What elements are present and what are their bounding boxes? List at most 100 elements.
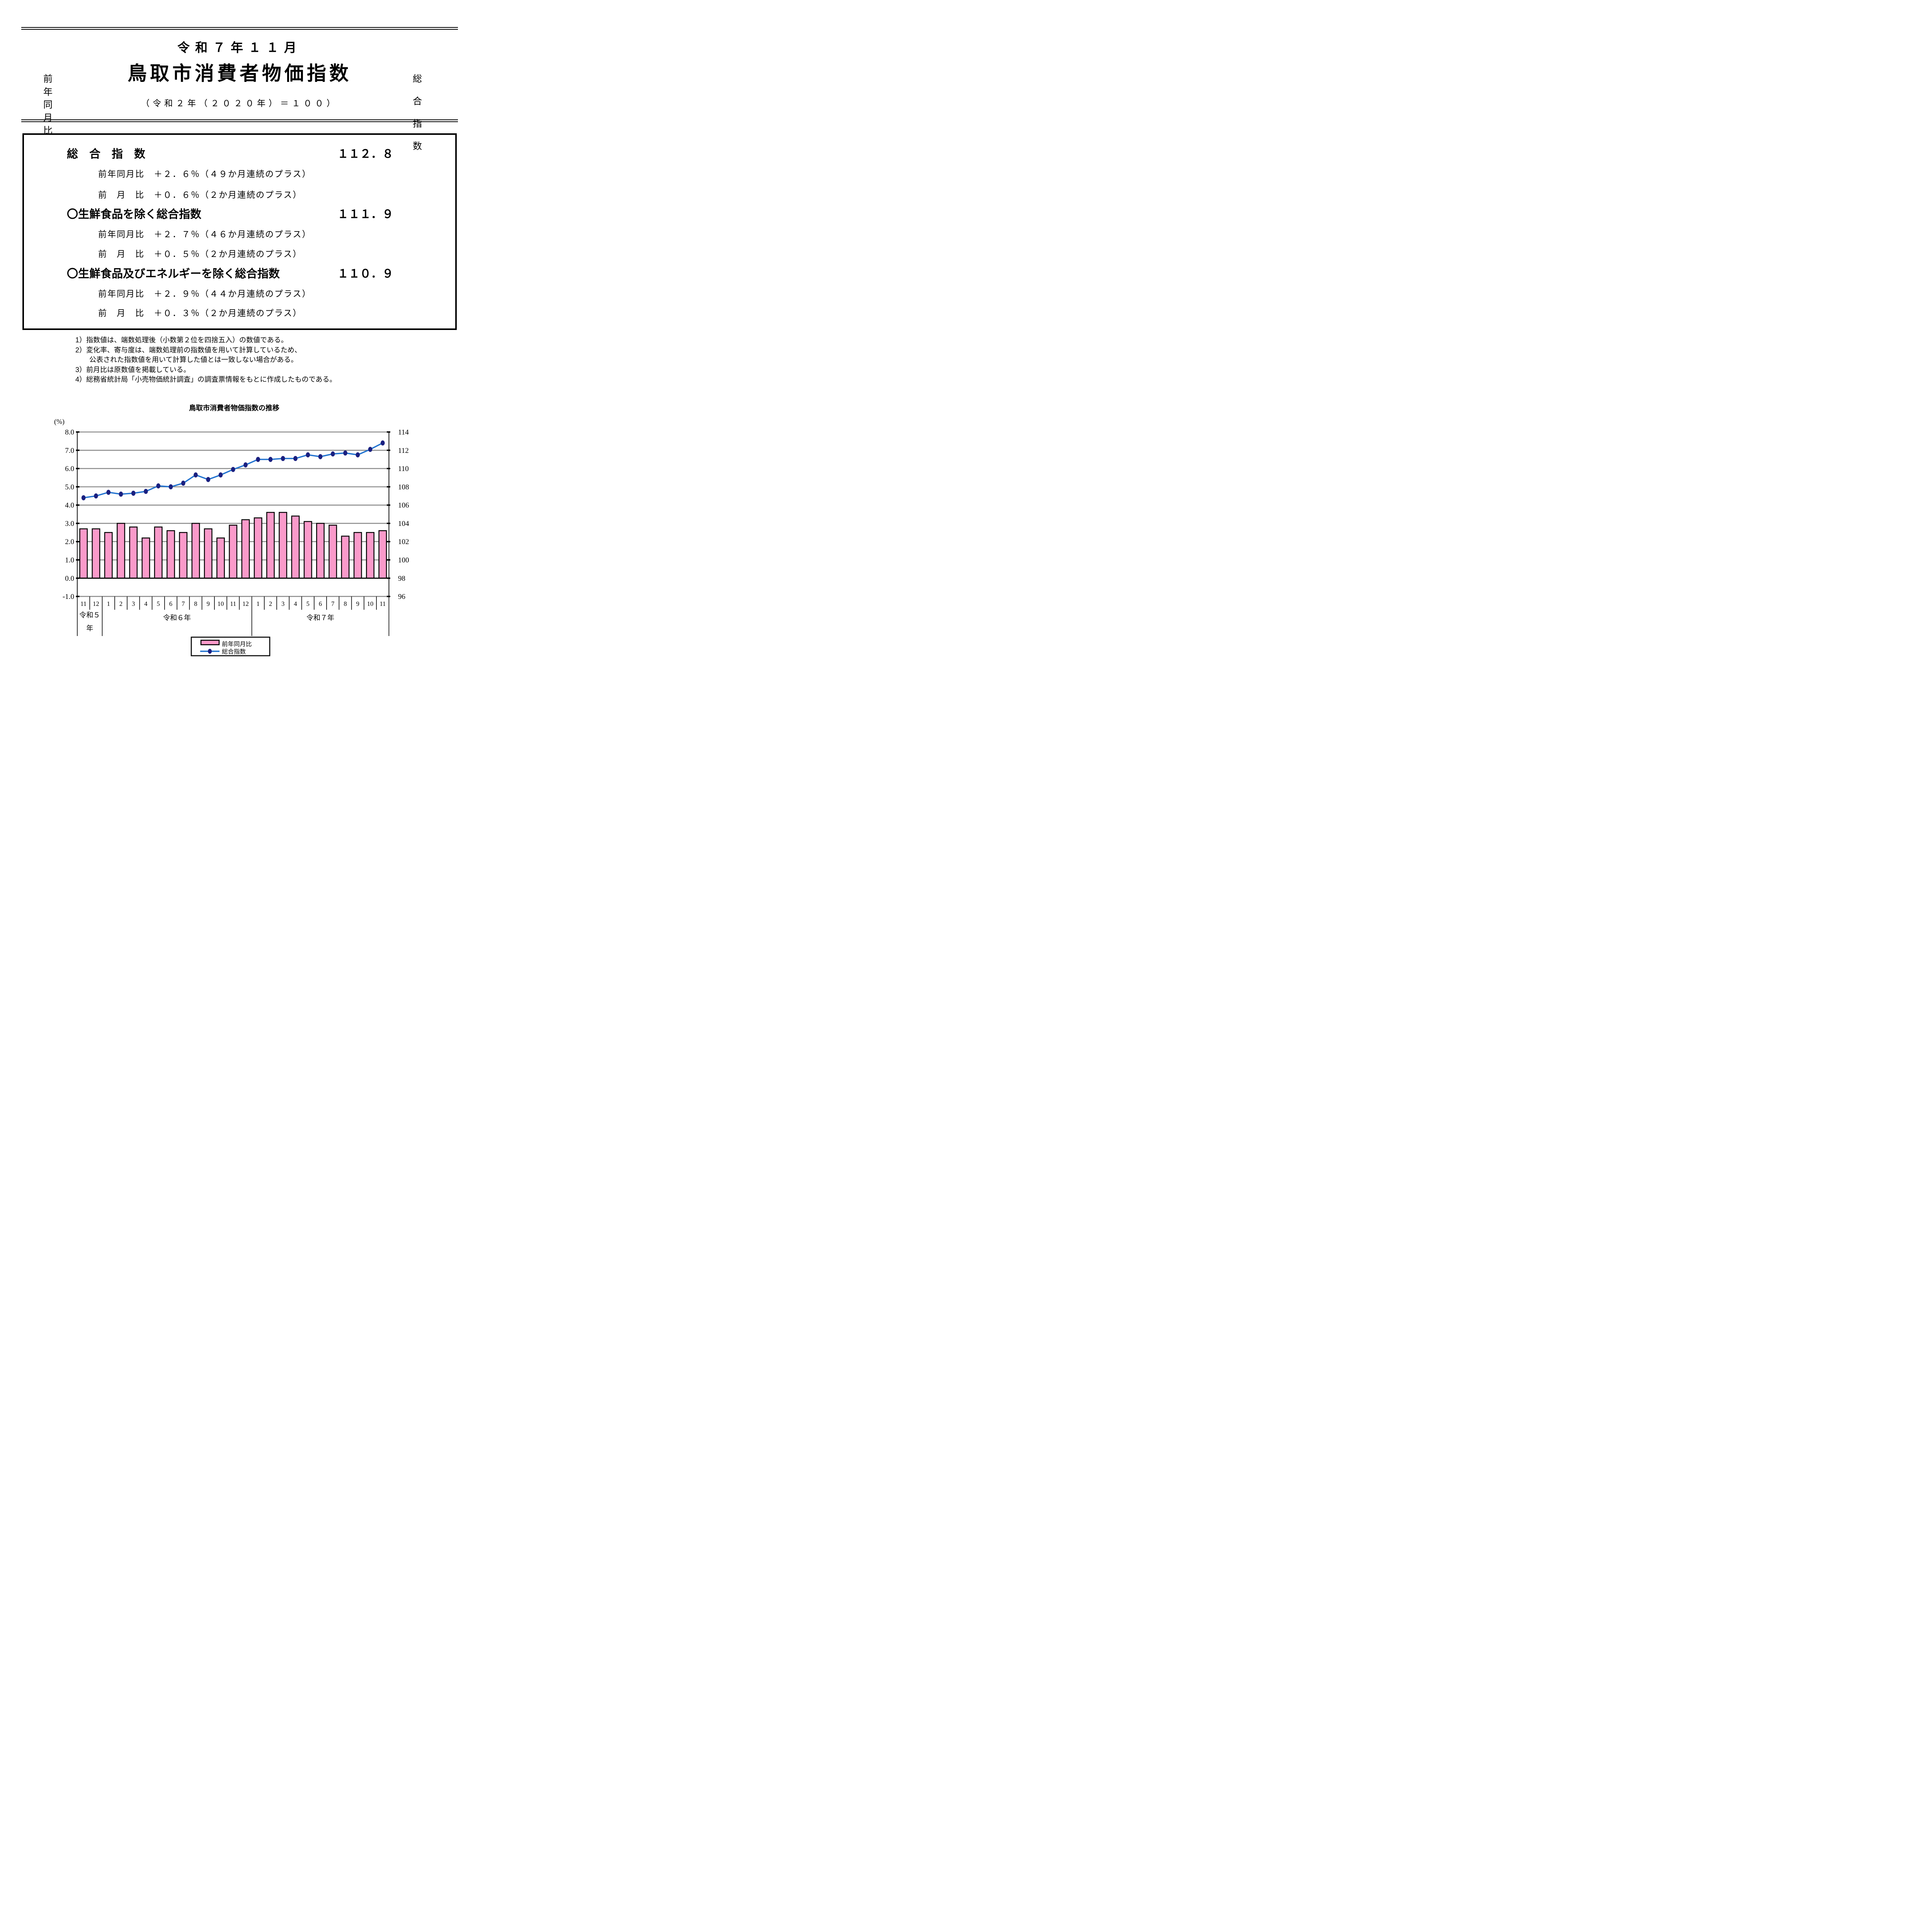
index-marker <box>380 440 385 446</box>
yoy-bar <box>266 512 275 579</box>
month-label: 10 <box>367 600 374 607</box>
summary-detail: 前 月 比 ＋０．６％（２か月連続のプラス） <box>98 190 302 200</box>
yoy-bar <box>316 523 325 579</box>
footnote-1: 1）指数値は、端数処理後（小数第２位を四捨五入）の数値である。 <box>75 336 288 344</box>
index-marker <box>181 480 185 486</box>
month-label: 3 <box>281 600 284 607</box>
month-label: 7 <box>331 600 334 607</box>
right-axis-tick-label: 104 <box>398 520 409 528</box>
top-double-rule <box>21 27 458 30</box>
yoy-bar <box>303 521 312 579</box>
month-label: 2 <box>269 600 272 607</box>
right-tick <box>386 486 390 488</box>
index-marker <box>231 467 235 472</box>
right-axis-tick-label: 96 <box>398 593 405 601</box>
month-label: 1 <box>107 600 110 607</box>
index-marker <box>106 490 111 495</box>
footnote-3: 3）前月比は原数値を掲載している。 <box>75 366 191 374</box>
right-tick <box>386 595 390 597</box>
summary-detail: 前 月 比 ＋０．５％（２か月連続のプラス） <box>98 249 302 259</box>
left-axis-tick-label: -1.0 <box>63 593 74 601</box>
right-axis-tick-label: 106 <box>398 502 409 510</box>
yoy-bar <box>254 517 262 579</box>
right-axis-tick-label: 114 <box>398 429 409 437</box>
index-marker <box>194 472 198 478</box>
right-tick <box>386 577 390 579</box>
month-label: 5 <box>157 600 160 607</box>
month-label: 4 <box>144 600 147 607</box>
summary-value: １１１．９ <box>337 208 393 221</box>
year-label: 令和５ <box>79 611 100 619</box>
right-axis-tick-label: 98 <box>398 575 405 583</box>
summary-label: 〇生鮮食品及びエネルギーを除く総合指数 <box>67 268 280 280</box>
left-tick <box>76 577 80 579</box>
index-marker <box>356 452 360 457</box>
year-label: 令和７年 <box>306 614 334 622</box>
yoy-bar <box>328 524 337 579</box>
index-marker <box>293 456 298 461</box>
left-tick <box>76 468 80 469</box>
yoy-bar <box>279 512 288 579</box>
footnote-2-cont: 公表された指数値を用いて計算した値とは一致しない場合がある。 <box>89 356 298 364</box>
yoy-bar <box>204 528 213 579</box>
right-axis-tick-label: 110 <box>398 465 409 473</box>
summary-detail: 前年同月比 ＋２．６％（４９か月連続のプラス） <box>98 169 311 179</box>
summary-row-ex-fresh-energy: 〇生鮮食品及びエネルギーを除く総合指数 １１０．９ <box>67 268 393 280</box>
footnotes: 1）指数値は、端数処理後（小数第２位を四捨五入）の数値である。 2）変化率、寄与… <box>75 335 423 385</box>
month-label: 2 <box>119 600 123 607</box>
index-marker <box>306 452 310 457</box>
left-axis-tick-label: 2.0 <box>65 538 74 546</box>
index-marker <box>330 451 335 457</box>
month-label: 9 <box>207 600 210 607</box>
legend-line-label: 総合指数 <box>222 648 246 655</box>
month-label: 3 <box>132 600 135 607</box>
index-marker <box>156 483 160 489</box>
right-axis-tick-label: 102 <box>398 538 409 546</box>
summary-value: １１２．８ <box>337 148 393 160</box>
index-marker <box>94 493 98 499</box>
right-tick <box>386 468 390 469</box>
summary-detail: 前 月 比 ＋０．３％（２か月連続のプラス） <box>98 308 302 318</box>
month-label: 11 <box>379 600 386 607</box>
yoy-bar <box>191 523 200 579</box>
right-axis-title: 総合指数 <box>413 74 422 151</box>
left-tick <box>76 431 80 433</box>
month-label: 12 <box>93 600 99 607</box>
month-label: 8 <box>194 600 197 607</box>
base-year-subtitle: （令和２年（２０２０年）＝１００） <box>141 99 338 108</box>
yoy-bar <box>129 526 138 579</box>
left-tick <box>76 559 80 561</box>
footnote-2: 2）変化率、寄与度は、端数処理前の指数値を用いて計算しているため、 <box>75 346 301 354</box>
index-marker <box>81 495 86 500</box>
yoy-bar <box>167 530 175 579</box>
left-tick <box>76 486 80 488</box>
left-axis-tick-label: 6.0 <box>65 465 74 473</box>
percent-unit-label: (%) <box>54 418 65 425</box>
index-marker <box>168 484 173 490</box>
summary-value: １１０．９ <box>337 268 393 280</box>
legend-bar-swatch <box>200 639 220 645</box>
legend-bar-label: 前年同月比 <box>222 641 252 648</box>
yoy-bar <box>79 528 88 579</box>
month-label: 6 <box>169 600 172 607</box>
yoy-bar <box>92 528 100 579</box>
yoy-bar <box>116 523 125 579</box>
yoy-bar <box>378 530 387 579</box>
summary-detail: 前年同月比 ＋２．７％（４６か月連続のプラス） <box>98 230 311 239</box>
month-label: 9 <box>356 600 359 607</box>
summary-label: 総 合 指 数 <box>67 148 146 160</box>
index-marker <box>343 450 347 456</box>
yoy-bar <box>241 519 250 579</box>
index-marker <box>368 447 373 452</box>
yoy-bar <box>341 536 350 579</box>
month-label: 8 <box>344 600 347 607</box>
summary-box: 総 合 指 数 １１２．８ 前年同月比 ＋２．６％（４９か月連続のプラス） 前 … <box>22 133 457 330</box>
legend-line-marker <box>208 649 212 654</box>
summary-row-total: 総 合 指 数 １１２．８ <box>67 148 393 160</box>
month-label: 5 <box>306 600 310 607</box>
left-axis-tick-label: 1.0 <box>65 556 74 565</box>
index-marker <box>243 462 248 468</box>
index-marker <box>119 492 123 497</box>
month-label: 11 <box>80 600 87 607</box>
left-axis-tick-label: 3.0 <box>65 520 74 528</box>
